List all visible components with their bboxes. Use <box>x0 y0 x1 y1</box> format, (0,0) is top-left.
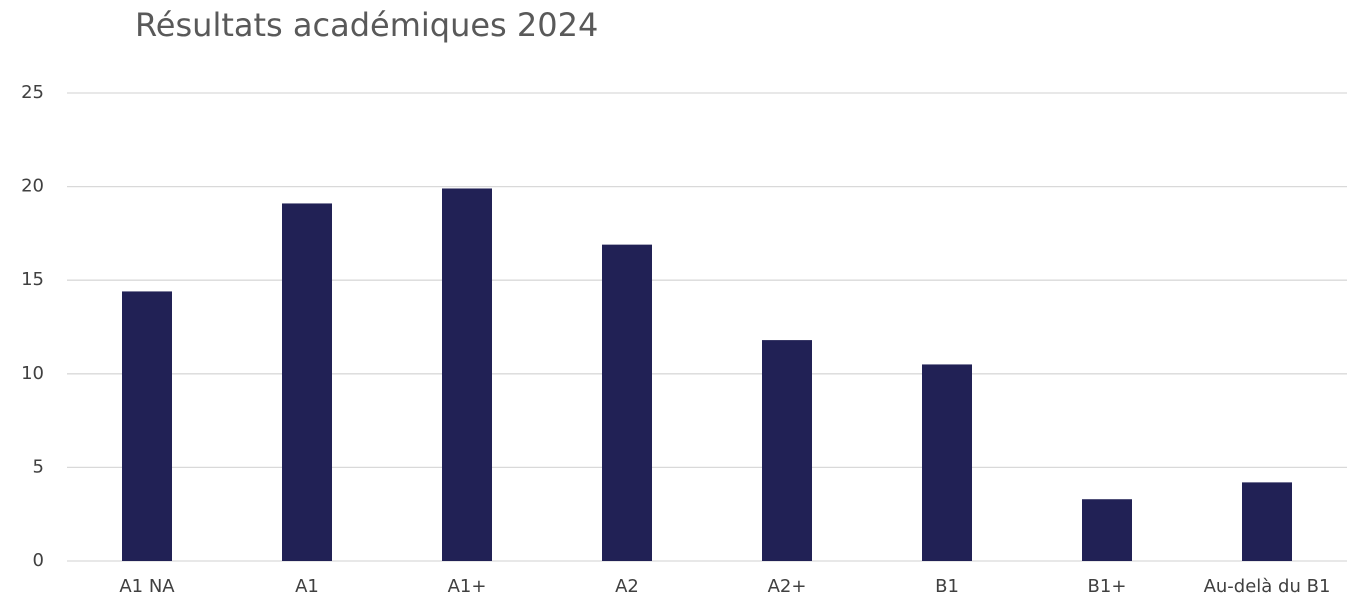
bar <box>602 244 652 561</box>
y-tick-label: 0 <box>33 550 44 571</box>
bar <box>282 203 332 561</box>
bar <box>1242 482 1292 561</box>
y-tick-label: 10 <box>21 363 44 384</box>
bar <box>122 291 172 561</box>
y-tick-label: 5 <box>33 456 44 477</box>
x-tick-label: A2+ <box>768 576 807 597</box>
x-tick-label: A1 NA <box>119 576 175 597</box>
x-tick-label: A1 <box>295 576 319 597</box>
x-tick-label: B1+ <box>1088 576 1127 597</box>
bar <box>922 364 972 561</box>
bar <box>442 188 492 562</box>
y-tick-label: 20 <box>21 176 44 197</box>
y-tick-label: 15 <box>21 269 44 290</box>
x-tick-label: Au-delà du B1 <box>1204 576 1331 597</box>
chart-title: Résultats académiques 2024 <box>135 6 598 44</box>
bar <box>762 340 812 561</box>
x-tick-label: A1+ <box>448 576 487 597</box>
x-tick-label: B1 <box>935 576 959 597</box>
y-tick-label: 25 <box>21 82 44 103</box>
bar <box>1082 499 1132 561</box>
x-tick-label: A2 <box>615 576 639 597</box>
